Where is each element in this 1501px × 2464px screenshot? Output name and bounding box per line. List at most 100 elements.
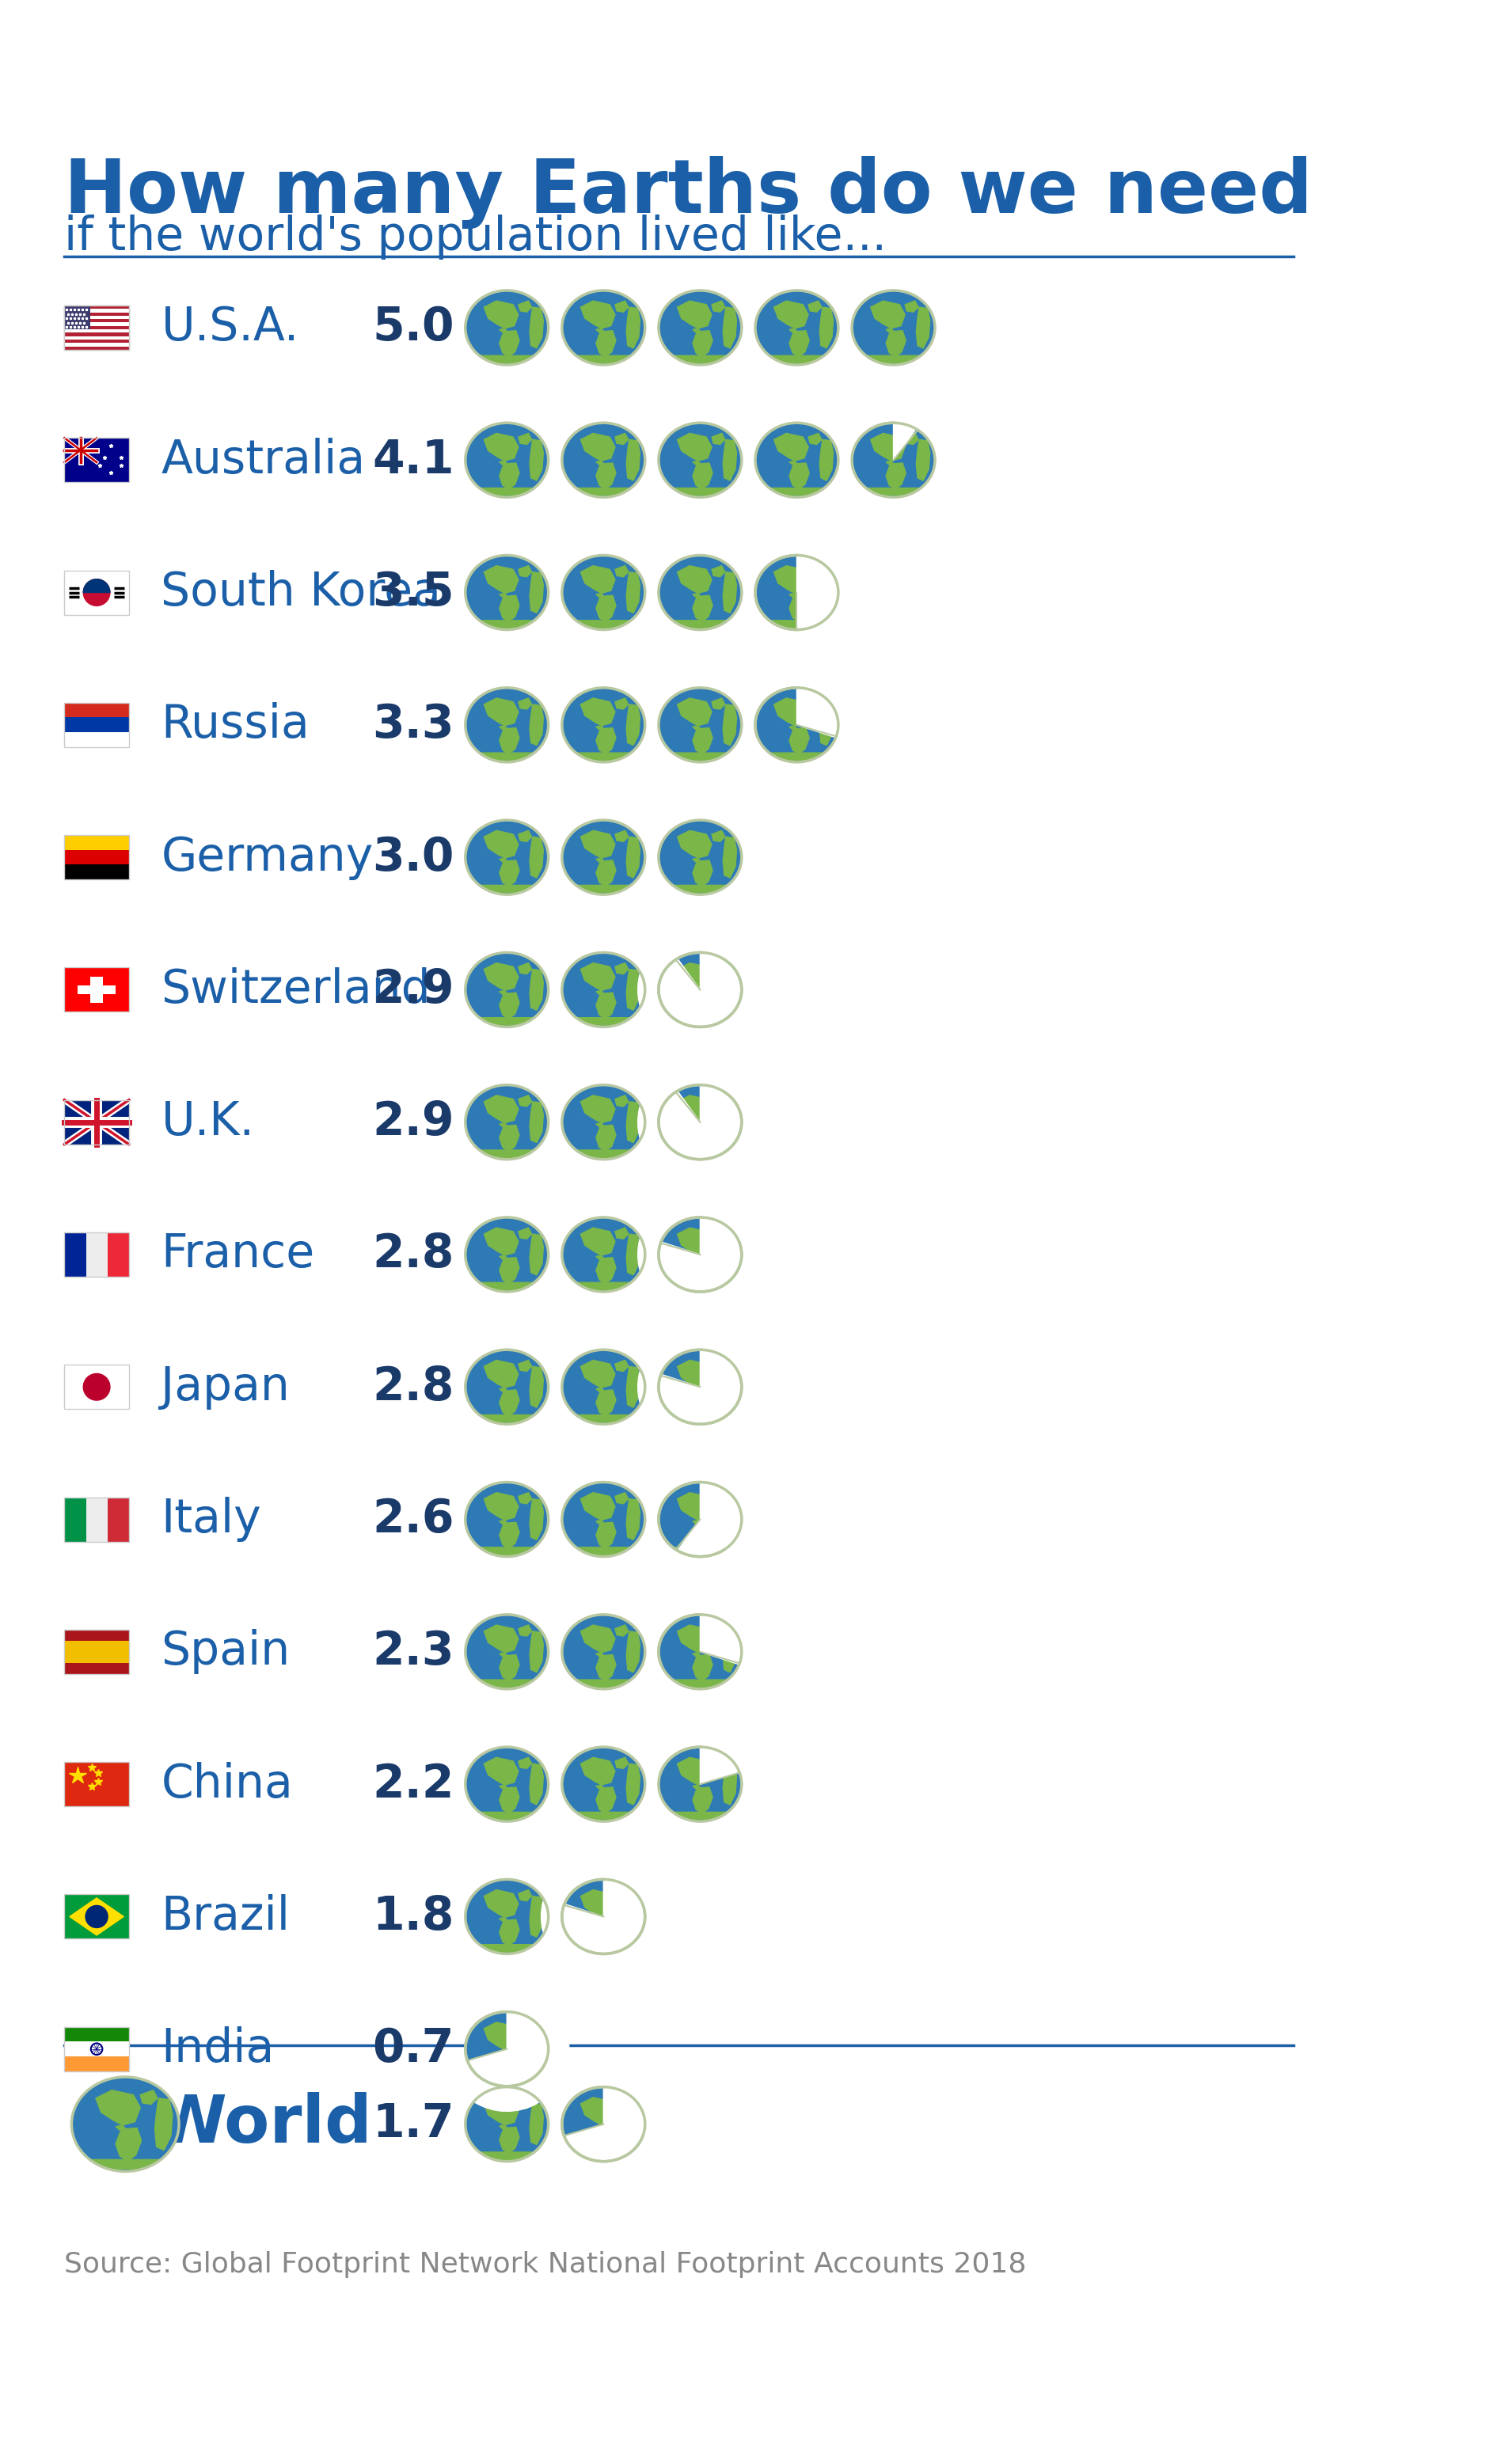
Polygon shape	[518, 1624, 531, 1636]
Polygon shape	[626, 968, 639, 1010]
Polygon shape	[711, 1096, 725, 1106]
Polygon shape	[711, 1624, 725, 1636]
Ellipse shape	[659, 687, 741, 761]
Polygon shape	[500, 1257, 519, 1284]
Polygon shape	[155, 2099, 173, 2151]
Polygon shape	[518, 434, 531, 444]
Polygon shape	[615, 1757, 629, 1769]
Polygon shape	[711, 1757, 725, 1769]
Polygon shape	[790, 596, 809, 621]
Ellipse shape	[561, 1084, 645, 1161]
Polygon shape	[483, 301, 518, 328]
Polygon shape	[530, 1897, 543, 1937]
Circle shape	[84, 1372, 110, 1400]
Text: Australia: Australia	[161, 439, 365, 483]
Polygon shape	[500, 1786, 519, 1814]
Polygon shape	[596, 2126, 615, 2154]
Text: 2.9: 2.9	[372, 1099, 455, 1146]
Polygon shape	[711, 434, 725, 444]
Polygon shape	[711, 1493, 725, 1503]
Polygon shape	[916, 439, 931, 480]
Polygon shape	[500, 727, 519, 754]
Polygon shape	[626, 705, 639, 747]
Wedge shape	[638, 1193, 763, 1316]
Text: 0.7: 0.7	[372, 2025, 455, 2072]
Wedge shape	[84, 579, 110, 591]
Polygon shape	[581, 963, 615, 991]
Polygon shape	[692, 991, 701, 995]
Polygon shape	[790, 727, 809, 754]
Ellipse shape	[465, 1880, 548, 1954]
Polygon shape	[660, 1680, 740, 1688]
Ellipse shape	[561, 291, 645, 365]
FancyBboxPatch shape	[65, 1099, 129, 1143]
Ellipse shape	[561, 1217, 645, 1291]
FancyBboxPatch shape	[65, 702, 129, 717]
Ellipse shape	[853, 424, 935, 498]
Wedge shape	[663, 1456, 763, 1582]
Polygon shape	[871, 434, 905, 461]
Polygon shape	[692, 993, 713, 1018]
FancyBboxPatch shape	[65, 968, 129, 1013]
Text: Russia: Russia	[161, 702, 309, 747]
Ellipse shape	[659, 554, 741, 631]
Polygon shape	[530, 572, 543, 614]
Polygon shape	[483, 963, 518, 991]
Polygon shape	[775, 697, 809, 724]
Polygon shape	[500, 2053, 519, 2077]
Polygon shape	[581, 1227, 615, 1254]
Polygon shape	[758, 355, 836, 362]
Polygon shape	[916, 308, 931, 347]
FancyBboxPatch shape	[108, 1232, 129, 1276]
FancyBboxPatch shape	[65, 342, 129, 347]
Polygon shape	[660, 1811, 740, 1818]
Polygon shape	[483, 2097, 518, 2124]
Ellipse shape	[561, 821, 645, 894]
Polygon shape	[596, 857, 605, 862]
Polygon shape	[790, 594, 797, 599]
Ellipse shape	[561, 1483, 645, 1557]
Ellipse shape	[755, 424, 838, 498]
Polygon shape	[711, 963, 725, 973]
Polygon shape	[790, 724, 797, 729]
Polygon shape	[530, 968, 543, 1010]
Polygon shape	[596, 330, 615, 357]
Polygon shape	[758, 754, 836, 761]
FancyBboxPatch shape	[65, 306, 90, 330]
Polygon shape	[809, 301, 821, 313]
Polygon shape	[692, 1656, 713, 1680]
Polygon shape	[596, 2124, 605, 2129]
Polygon shape	[581, 697, 615, 724]
Polygon shape	[116, 2129, 141, 2161]
Polygon shape	[518, 1360, 531, 1372]
Polygon shape	[820, 308, 833, 347]
Polygon shape	[692, 1653, 701, 1658]
Polygon shape	[530, 1234, 543, 1274]
Polygon shape	[596, 1656, 615, 1680]
Polygon shape	[500, 330, 519, 357]
Polygon shape	[820, 439, 833, 480]
Polygon shape	[518, 1493, 531, 1503]
Polygon shape	[581, 1890, 615, 1917]
Polygon shape	[69, 1897, 123, 1934]
Polygon shape	[596, 724, 605, 729]
FancyBboxPatch shape	[65, 325, 129, 330]
Polygon shape	[615, 1227, 629, 1239]
Polygon shape	[723, 1368, 737, 1407]
Ellipse shape	[465, 821, 548, 894]
Polygon shape	[596, 727, 615, 754]
Polygon shape	[467, 1414, 546, 1422]
FancyBboxPatch shape	[65, 1663, 129, 1673]
Circle shape	[86, 1905, 108, 1927]
Ellipse shape	[659, 291, 741, 365]
Polygon shape	[564, 1680, 642, 1688]
Polygon shape	[467, 488, 546, 495]
Polygon shape	[677, 567, 711, 594]
Ellipse shape	[659, 1350, 741, 1424]
Polygon shape	[626, 1631, 639, 1673]
Text: 1.7: 1.7	[372, 2102, 455, 2146]
Ellipse shape	[561, 954, 645, 1027]
Polygon shape	[564, 1414, 642, 1422]
Polygon shape	[758, 488, 836, 495]
Polygon shape	[626, 572, 639, 614]
